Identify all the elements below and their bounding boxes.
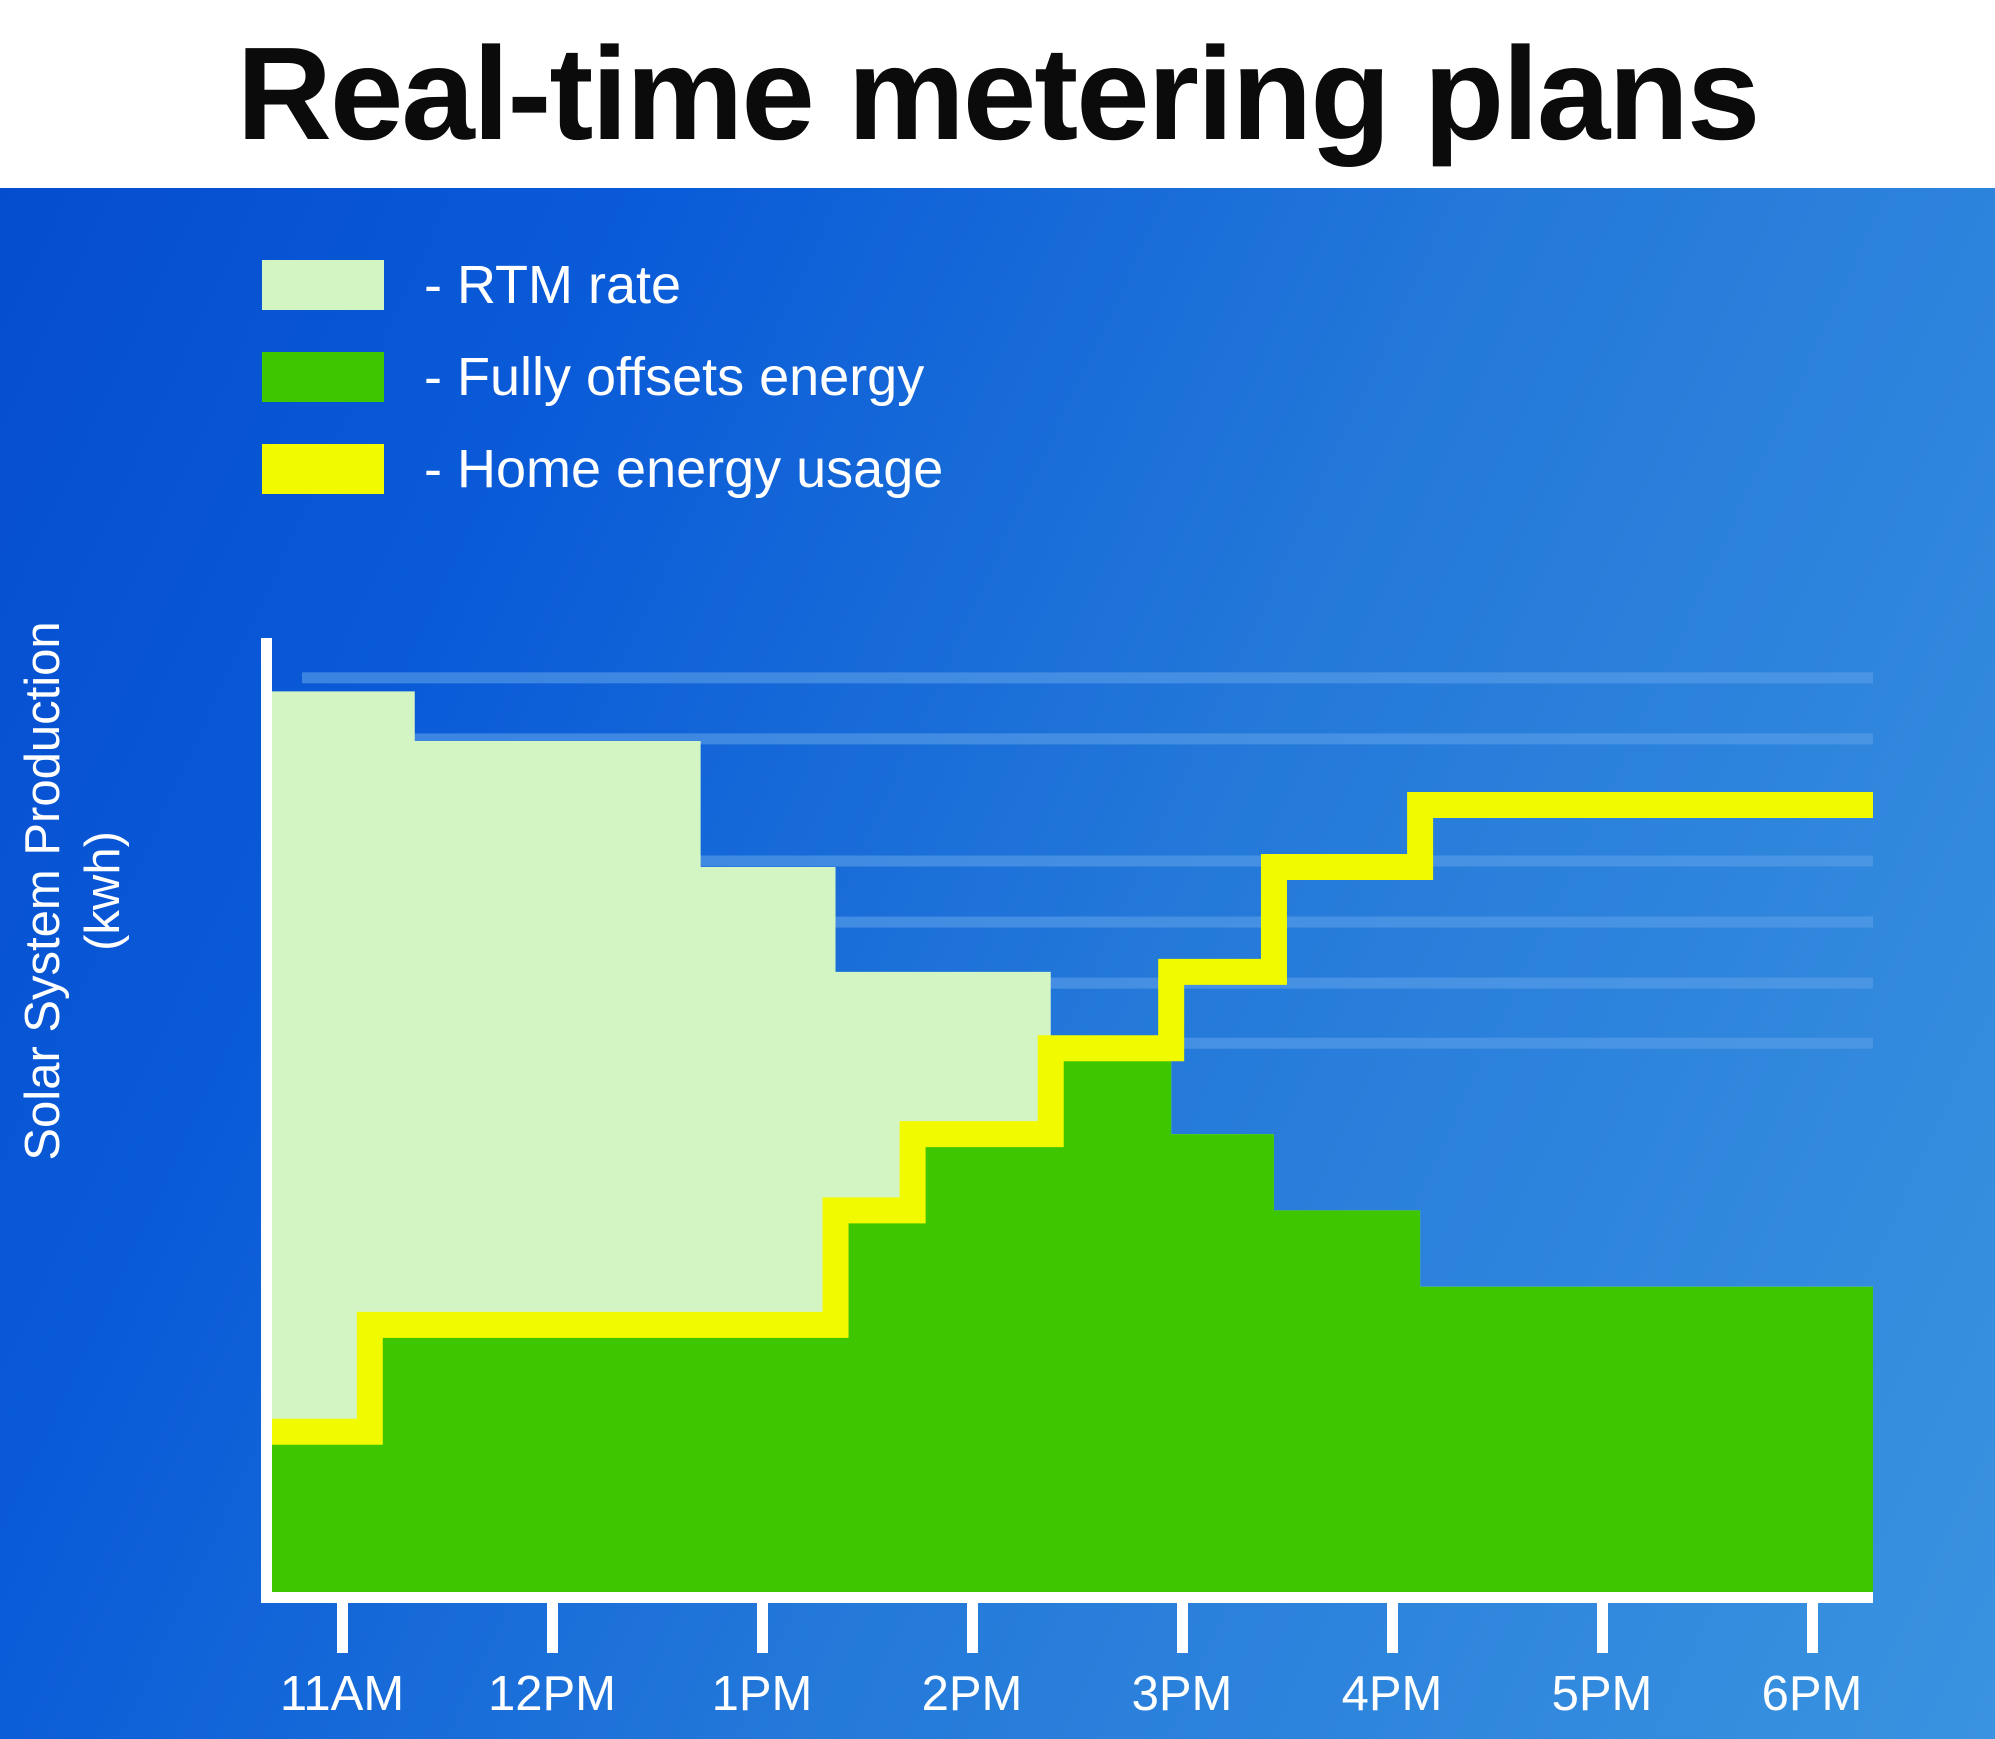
x-tick-mark: [1387, 1603, 1398, 1653]
legend-swatch-rtm-rate: [262, 260, 384, 310]
x-tick-mark: [1807, 1603, 1818, 1653]
x-tick-mark: [547, 1603, 558, 1653]
legend-swatch-fully-offsets-energy: [262, 352, 384, 402]
y-axis-label-line2: (kwh): [76, 831, 130, 951]
chart-svg: [267, 672, 1873, 1592]
title-band: Real-time metering plans: [0, 0, 1995, 188]
fully-offsets-area: [267, 1048, 1873, 1592]
series-home-usage-line: [267, 791, 1873, 1445]
x-tick-label-5pm: 5PM: [1551, 1667, 1653, 1721]
x-tick-label-11am: 11AM: [279, 1667, 405, 1721]
x-tick-mark: [1597, 1603, 1608, 1653]
gridline: [302, 855, 1873, 867]
x-tick-mark: [1177, 1603, 1188, 1653]
x-tick-label-6pm: 6PM: [1761, 1667, 1863, 1721]
home-usage-step-line: [267, 791, 1873, 1445]
legend-label-home-energy-usage: - Home energy usage: [424, 439, 944, 499]
y-axis-line: [261, 638, 272, 1602]
x-tick-mark: [337, 1603, 348, 1653]
x-tick-label-12pm: 12PM: [487, 1667, 616, 1721]
y-axis-label: Solar System Production (kwh): [0, 491, 148, 1291]
plot-area: [267, 638, 1873, 1592]
x-tick-mark: [757, 1603, 768, 1653]
x-tick-label-4pm: 4PM: [1341, 1667, 1443, 1721]
page-title: Real-time metering plans: [236, 20, 1761, 167]
gridline: [302, 672, 1873, 684]
legend-item-rtm-rate: - RTM rate: [262, 249, 943, 321]
x-tick-label-3pm: 3PM: [1131, 1667, 1233, 1721]
gridline: [302, 977, 1873, 989]
gridline: [302, 733, 1873, 745]
chart-legend: - RTM rate - Fully offsets energy - Home…: [262, 249, 943, 525]
y-axis-label-line1: Solar System Production: [16, 621, 70, 1161]
series-fully-offsets-area: [267, 1048, 1873, 1592]
legend-label-fully-offsets-energy: - Fully offsets energy: [424, 347, 925, 407]
legend-item-home-energy-usage: - Home energy usage: [262, 433, 943, 505]
x-axis-line: [261, 1592, 1873, 1603]
x-tick-mark: [967, 1603, 978, 1653]
gridline: [302, 916, 1873, 928]
x-tick-label-1pm: 1PM: [711, 1667, 813, 1721]
legend-swatch-home-energy-usage: [262, 444, 384, 494]
legend-label-rtm-rate: - RTM rate: [424, 255, 682, 315]
x-tick-label-2pm: 2PM: [921, 1667, 1023, 1721]
chart-figure: - RTM rate - Fully offsets energy - Home…: [0, 188, 1995, 1739]
legend-item-fully-offsets-energy: - Fully offsets energy: [262, 341, 943, 413]
